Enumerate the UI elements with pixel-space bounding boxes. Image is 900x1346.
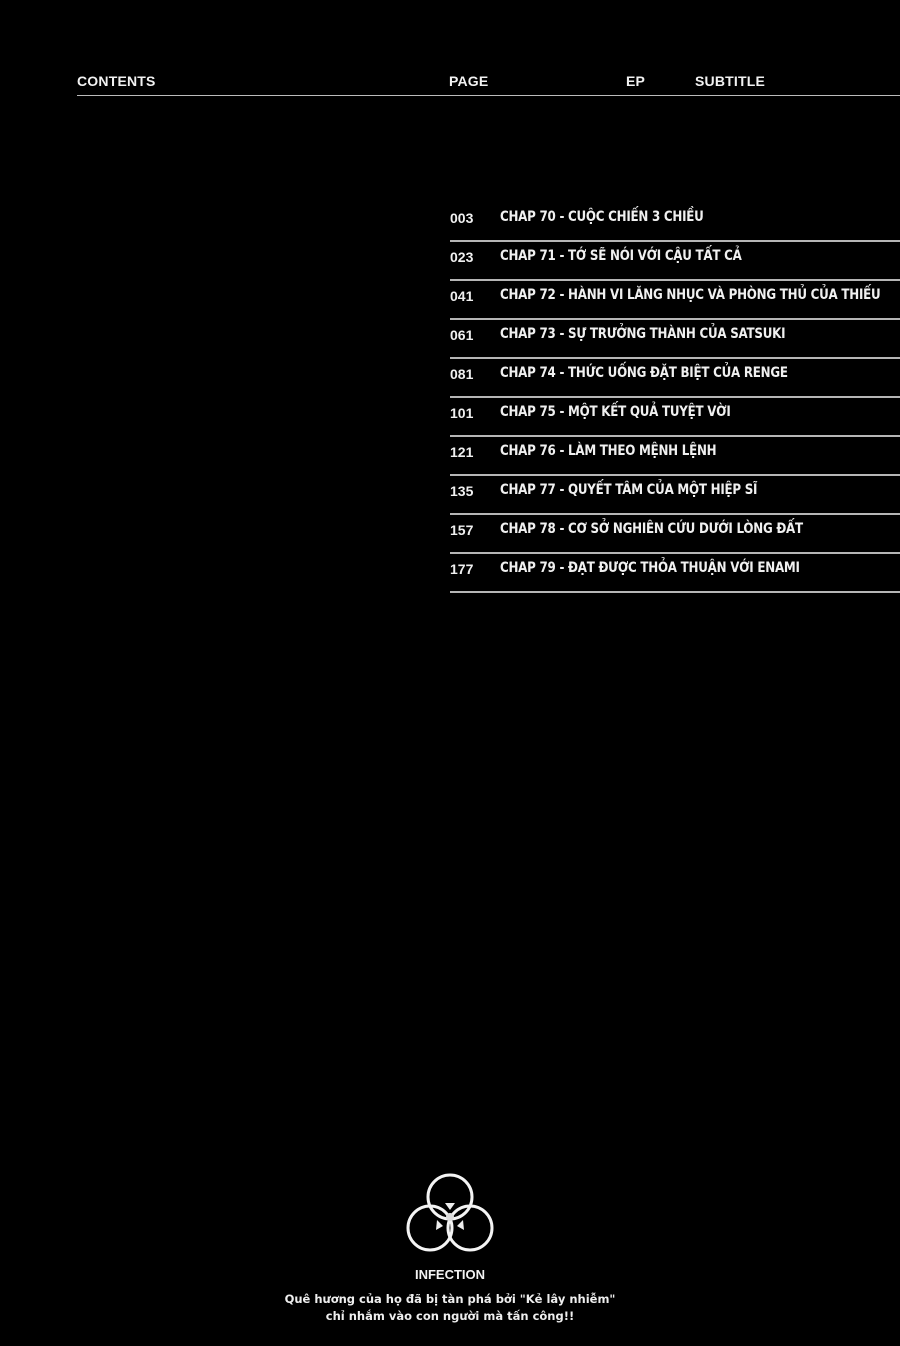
toc-row: 081 CHAP 74 - THỨC UỐNG ĐẶT BIỆT CỦA RENG… (450, 359, 900, 398)
toc-row: 023 CHAP 71 - TỚ SẼ NÓI VỚI CẬU TẤT CẢ (450, 242, 900, 281)
toc-chapter-title: CHAP 74 - THỨC UỐNG ĐẶT BIỆT CỦA RENGE (500, 365, 788, 381)
header-ep: EP (626, 73, 646, 89)
toc-page-number: 135 (450, 483, 474, 499)
toc-page-number: 121 (450, 444, 474, 460)
toc-chapter-title: CHAP 70 - CUỘC CHIẾN 3 CHIỀU (500, 209, 704, 225)
toc-page-number: 157 (450, 522, 474, 538)
table-of-contents: 003 CHAP 70 - CUỘC CHIẾN 3 CHIỀU 023 CHAP 7… (450, 203, 900, 593)
footer-line-1: Quê hương của họ đã bị tàn phá bởi "Kẻ l… (284, 1292, 616, 1306)
toc-row: 041 CHAP 72 - HÀNH VI LĂNG NHỤC VÀ PHÒNG … (450, 281, 900, 320)
toc-row: 101 CHAP 75 - MỘT KẾT QUẢ TUYỆT VỜI (450, 398, 900, 437)
toc-row: 121 CHAP 76 - LÀM THEO MỆNH LỆNH (450, 437, 900, 476)
toc-chapter-title: CHAP 79 - ĐẠT ĐƯỢC THỎA THUẬN VỚI ENAMI (500, 560, 800, 576)
toc-row: 061 CHAP 73 - SỰ TRƯỞNG THÀNH CỦA SATSUKI (450, 320, 900, 359)
footer-line-2: chỉ nhắm vào con người mà tấn công!! (325, 1309, 575, 1323)
toc-page-number: 101 (450, 405, 474, 421)
toc-chapter-title: CHAP 75 - MỘT KẾT QUẢ TUYỆT VỜI (500, 404, 731, 420)
toc-chapter-title: CHAP 73 - SỰ TRƯỞNG THÀNH CỦA SATSUKI (500, 326, 786, 342)
toc-page-number: 041 (450, 288, 474, 304)
biohazard-icon (406, 1173, 494, 1252)
toc-row: 003 CHAP 70 - CUỘC CHIẾN 3 CHIỀU (450, 203, 900, 242)
toc-chapter-title: CHAP 72 - HÀNH VI LĂNG NHỤC VÀ PHÒNG THỦ… (500, 287, 881, 303)
header-subtitle: SUBTITLE (695, 73, 766, 89)
toc-page-number: 177 (450, 561, 474, 577)
toc-page-number: 003 (450, 210, 474, 226)
toc-row: 135 CHAP 77 - QUYẾT TÂM CỦA MỘT HIỆP SĨ (450, 476, 900, 515)
toc-page-number: 081 (450, 366, 474, 382)
header-contents: CONTENTS (77, 73, 156, 89)
toc-page-number: 061 (450, 327, 474, 343)
toc-page-number: 023 (450, 249, 474, 265)
infection-label: INFECTION (414, 1267, 486, 1282)
toc-row: 177 CHAP 79 - ĐẠT ĐƯỢC THỎA THUẬN VỚI ENA… (450, 554, 900, 593)
toc-chapter-title: CHAP 71 - TỚ SẼ NÓI VỚI CẬU TẤT CẢ (500, 248, 742, 264)
toc-chapter-title: CHAP 77 - QUYẾT TÂM CỦA MỘT HIỆP SĨ (500, 482, 758, 498)
header-divider (77, 95, 900, 96)
footer-description: Quê hương của họ đã bị tàn phá bởi "Kẻ l… (0, 1291, 900, 1325)
header-page: PAGE (449, 73, 489, 89)
toc-row: 157 CHAP 78 - CƠ SỞ NGHIÊN CỨU DƯỚI LÒNG … (450, 515, 900, 554)
toc-chapter-title: CHAP 78 - CƠ SỞ NGHIÊN CỨU DƯỚI LÒNG ĐẤT (500, 521, 803, 537)
toc-chapter-title: CHAP 76 - LÀM THEO MỆNH LỆNH (500, 443, 717, 459)
